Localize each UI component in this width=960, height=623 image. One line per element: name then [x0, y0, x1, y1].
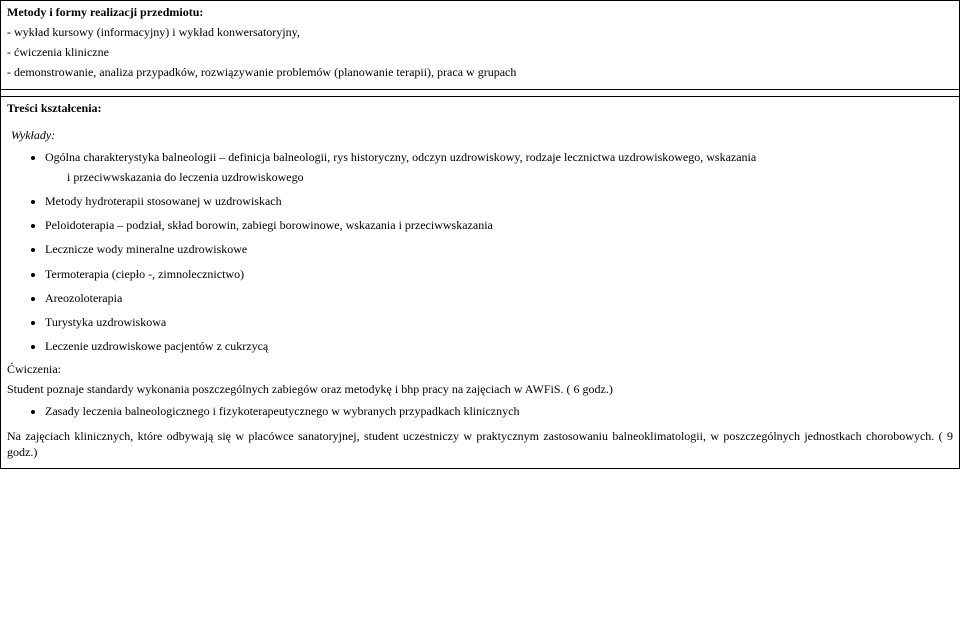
methods-line-0: - wykład kursowy (informacyjny) i wykład…: [7, 24, 953, 40]
methods-line-1: - ćwiczenia kliniczne: [7, 44, 953, 60]
lecture-item-7: Leczenie uzdrowiskowe pacjentów z cukrzy…: [45, 338, 953, 354]
methods-line-2: - demonstrowanie, analiza przypadków, ro…: [7, 64, 953, 80]
document-table: Metody i formy realizacji przedmiotu: - …: [0, 0, 960, 469]
page-root: Metody i formy realizacji przedmiotu: - …: [0, 0, 960, 623]
content-title: Treści kształcenia:: [7, 101, 953, 116]
spacer-cell: [1, 89, 960, 96]
lecture-item-4: Termoterapia (ciepło -, zimnolecznictwo): [45, 266, 953, 282]
lectures-label: Wykłady:: [11, 128, 953, 143]
clinical-paragraph: Na zajęciach klinicznych, które odbywają…: [7, 428, 953, 460]
content-title-cell: Treści kształcenia:: [1, 96, 960, 120]
lecture-item-0-text: Ogólna charakterystyka balneologii – def…: [45, 150, 756, 164]
spacer-row: [1, 89, 960, 96]
lecture-item-6: Turystyka uzdrowiskowa: [45, 314, 953, 330]
student-paragraph: Student poznaje standardy wykonania posz…: [7, 381, 953, 397]
exercises-label: Ćwiczenia:: [7, 362, 953, 377]
content-body-row: Wykłady: Ogólna charakterystyka balneolo…: [1, 120, 960, 469]
lecture-item-2: Peloidoterapia – podział, skład borowin,…: [45, 217, 953, 233]
lecture-item-0: Ogólna charakterystyka balneologii – def…: [45, 149, 953, 185]
methods-cell: Metody i formy realizacji przedmiotu: - …: [1, 1, 960, 90]
lecture-item-3: Lecznicze wody mineralne uzdrowiskowe: [45, 241, 953, 257]
methods-title: Metody i formy realizacji przedmiotu:: [7, 5, 953, 20]
lecture-item-0-sub: i przeciwwskazania do leczenia uzdrowisk…: [67, 169, 953, 185]
lecture-item-1: Metody hydroterapii stosowanej w uzdrowi…: [45, 193, 953, 209]
content-title-row: Treści kształcenia:: [1, 96, 960, 120]
content-body-cell: Wykłady: Ogólna charakterystyka balneolo…: [1, 120, 960, 469]
exercise-item-0: Zasady leczenia balneologicznego i fizyk…: [45, 403, 953, 419]
exercise-list: Zasady leczenia balneologicznego i fizyk…: [7, 403, 953, 419]
methods-row: Metody i formy realizacji przedmiotu: - …: [1, 1, 960, 90]
lecture-item-5: Areozoloterapia: [45, 290, 953, 306]
lecture-list: Ogólna charakterystyka balneologii – def…: [7, 149, 953, 355]
